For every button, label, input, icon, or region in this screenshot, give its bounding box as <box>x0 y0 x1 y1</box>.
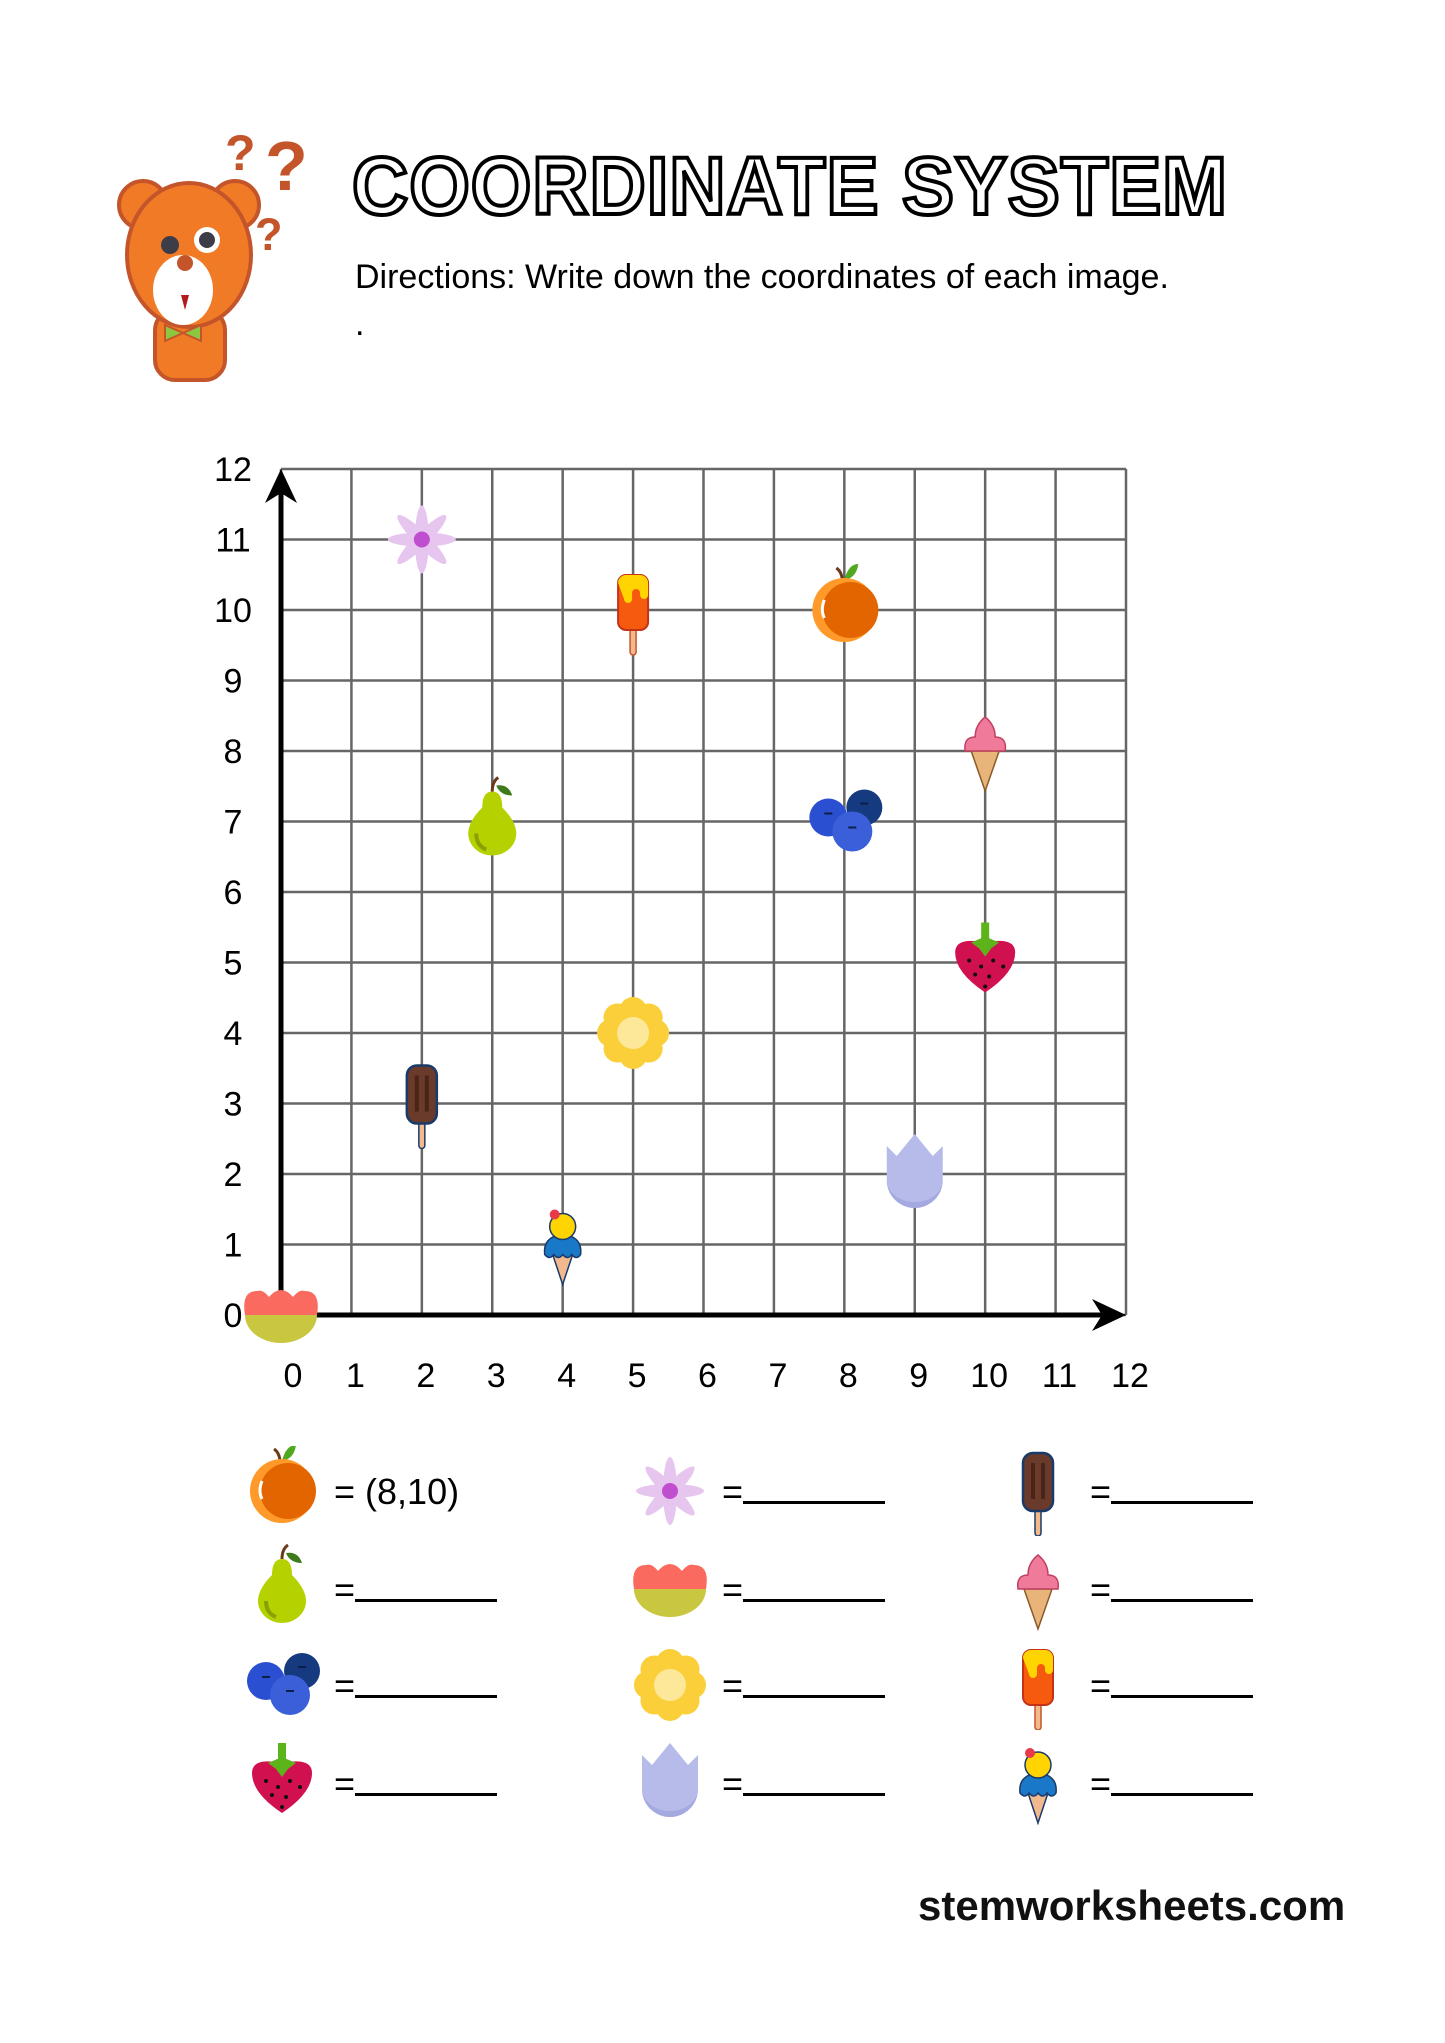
answer-field: = (8,10) <box>334 1471 459 1513</box>
answer-blank-line <box>355 1763 498 1796</box>
orange-icon <box>237 1445 327 1541</box>
equals-sign: = <box>334 1763 356 1804</box>
pink-ice-cream-icon <box>993 1544 1083 1639</box>
answer-blank-line <box>355 1665 498 1698</box>
strawberry-icon <box>955 922 1016 993</box>
yellow-flower-icon <box>597 997 670 1069</box>
x-tick-label: 0 <box>284 1357 303 1395</box>
x-tick-label: 5 <box>628 1357 647 1395</box>
x-tick-label: 1 <box>346 1357 365 1395</box>
answer-field[interactable]: = <box>334 1665 498 1707</box>
x-tick-label: 9 <box>909 1357 928 1395</box>
confused-bear-illustration: ? ? ? <box>105 125 320 390</box>
blueberries-icon <box>809 789 883 852</box>
pear-icon <box>468 776 517 856</box>
equals-sign: = <box>1090 1569 1112 1610</box>
x-tick-label: 11 <box>1042 1357 1077 1395</box>
answer-field[interactable]: = <box>722 1763 886 1805</box>
equals-sign: = <box>1090 1665 1112 1706</box>
red-flower-icon <box>625 1544 715 1639</box>
answer-field[interactable]: = <box>722 1665 886 1707</box>
equals-sign: = <box>722 1471 744 1512</box>
tulip-icon <box>886 1134 943 1208</box>
answer-blank-line <box>743 1665 886 1698</box>
svg-text:?: ? <box>265 127 308 205</box>
orange-popsicle-icon <box>993 1640 1083 1735</box>
x-tick-label: 8 <box>839 1357 858 1395</box>
y-tick-label: 6 <box>224 874 243 912</box>
y-tick-label: 2 <box>224 1156 243 1194</box>
blueberries-icon <box>237 1640 327 1735</box>
svg-text:?: ? <box>225 125 256 181</box>
y-tick-label: 11 <box>215 522 250 560</box>
answer-field[interactable]: = <box>334 1763 498 1805</box>
answer-field[interactable]: = <box>722 1569 886 1611</box>
strawberry-icon <box>237 1738 327 1833</box>
equals-sign: = <box>334 1569 356 1610</box>
equals-sign: = <box>722 1763 744 1804</box>
purple-flower-icon <box>387 505 456 574</box>
equals-sign: = <box>722 1665 744 1706</box>
answer-blank-line <box>1111 1569 1254 1602</box>
x-axis-arrow <box>1092 1299 1126 1331</box>
x-tick-label: 6 <box>698 1357 717 1395</box>
x-tick-label: 10 <box>970 1357 1008 1395</box>
answer-field[interactable]: = <box>1090 1569 1254 1611</box>
answer-field[interactable]: = <box>1090 1471 1254 1513</box>
equals-sign: = <box>334 1665 356 1706</box>
x-tick-label: 7 <box>768 1357 787 1395</box>
equals-sign: = <box>334 1471 366 1512</box>
svg-text:?: ? <box>255 209 283 260</box>
y-tick-label: 9 <box>224 663 243 701</box>
x-tick-label: 12 <box>1111 1357 1149 1395</box>
equals-sign: = <box>1090 1471 1112 1512</box>
answer-field[interactable]: = <box>1090 1665 1254 1707</box>
orange-icon <box>812 564 879 642</box>
answer-blank-line <box>743 1569 886 1602</box>
x-tick-label: 3 <box>487 1357 506 1395</box>
y-tick-label: 10 <box>214 592 252 630</box>
y-tick-label: 1 <box>224 1227 243 1265</box>
answer-blank-line <box>1111 1665 1254 1698</box>
equals-sign: = <box>722 1569 744 1610</box>
footer-website: stemworksheets.com <box>918 1882 1346 1929</box>
answer-blank-line <box>355 1569 498 1602</box>
page-title: COORDINATE SYSTEM <box>350 139 1229 234</box>
chocolate-popsicle-icon <box>993 1446 1083 1541</box>
answer-field[interactable]: = <box>722 1471 886 1513</box>
answer-field[interactable]: = <box>1090 1763 1254 1805</box>
y-tick-label: 8 <box>224 733 243 771</box>
x-tick-label: 4 <box>557 1357 576 1395</box>
orange-popsicle-icon <box>617 574 650 656</box>
y-tick-label: 12 <box>214 451 252 489</box>
answer-value: (8,10) <box>365 1471 460 1512</box>
answer-blank-line <box>743 1763 886 1796</box>
answer-blank-line <box>743 1471 886 1504</box>
y-tick-label: 7 <box>224 804 243 842</box>
y-axis-arrow <box>265 469 297 503</box>
chocolate-popsicle-icon <box>405 1064 439 1150</box>
answer-blank-line <box>1111 1471 1254 1504</box>
y-tick-label: 3 <box>224 1086 243 1124</box>
red-flower-icon <box>244 1290 318 1343</box>
blue-ice-cream-icon <box>993 1738 1083 1833</box>
equals-sign: = <box>1090 1763 1112 1804</box>
yellow-flower-icon <box>625 1640 715 1735</box>
pink-ice-cream-icon <box>964 716 1007 794</box>
answer-blank-line <box>1111 1763 1254 1796</box>
x-tick-label: 2 <box>416 1357 435 1395</box>
answer-field[interactable]: = <box>334 1569 498 1611</box>
directions-text: Directions: Write down the coordinates o… <box>355 258 1169 296</box>
pear-icon <box>237 1543 327 1639</box>
purple-flower-icon <box>625 1446 715 1541</box>
blue-ice-cream-icon <box>543 1209 582 1287</box>
directions-dot: . <box>355 305 365 343</box>
tulip-icon <box>625 1738 715 1833</box>
y-tick-label: 5 <box>224 945 243 983</box>
y-tick-label: 0 <box>224 1297 243 1335</box>
y-tick-label: 4 <box>224 1015 243 1053</box>
